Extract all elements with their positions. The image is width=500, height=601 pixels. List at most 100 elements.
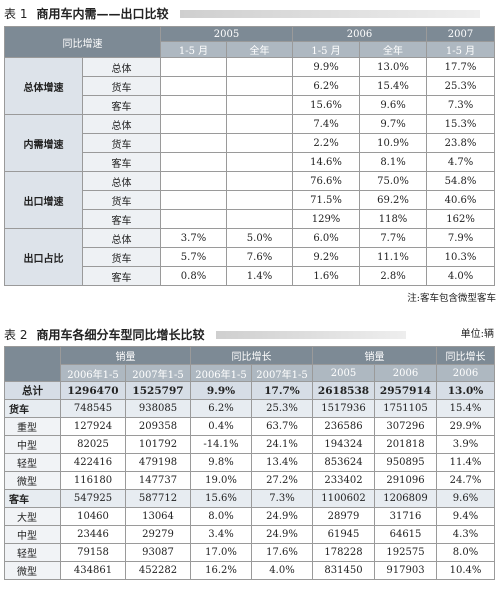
table2-cell: 9.6% xyxy=(436,489,495,508)
table2-cell: 127924 xyxy=(60,417,126,436)
table2-cell: 24.1% xyxy=(251,435,313,454)
table1-cell: 10.3% xyxy=(426,247,496,267)
table2-cell: 101792 xyxy=(125,435,191,454)
table2-label: 表 2 xyxy=(4,328,28,342)
table2-cell: 452282 xyxy=(125,561,191,580)
table2-row-label: 轻型 xyxy=(4,543,61,562)
table1-period-header: 1-5 月 xyxy=(426,41,496,58)
table2-row-label: 微型 xyxy=(4,471,61,490)
table2-row: 微型 116180 147737 19.0% 27.2% 233402 291096 24.7… xyxy=(4,471,495,490)
table1-cell: 76.6% xyxy=(292,171,361,191)
table1-row: 客车 129% 118% 162% xyxy=(5,209,496,229)
table2-sub-header: 2007年1-5 xyxy=(125,364,191,382)
table2-cell: 4.3% xyxy=(436,525,495,544)
table2-cell: 1525797 xyxy=(125,381,191,400)
table1-cell: 118% xyxy=(359,209,428,229)
table2-cell: 64615 xyxy=(374,525,437,544)
table2: 销量 同比增长 销量 同比增长 2006年1-5 2007年1-5 2006年1… xyxy=(4,346,495,580)
table1-cell: 17.7% xyxy=(426,57,496,77)
table1-year-header: 2006 xyxy=(292,26,428,42)
table2-row: 中型 23446 29279 3.4% 24.9% 61945 64615 4.3% xyxy=(4,525,495,544)
table1-sub-label: 货车 xyxy=(82,133,161,153)
table2-cell: 3.4% xyxy=(190,525,252,544)
table1-cell: 10.9% xyxy=(359,133,428,153)
table1-year-header: 2007 xyxy=(426,26,496,42)
table1-cell xyxy=(225,152,294,172)
table1: 同比增速 2005 2006 2007 1-5 月 全年 1-5 月 全年 1-… xyxy=(4,26,496,286)
table2-cell: 3.9% xyxy=(436,435,495,454)
table1-cell xyxy=(225,209,294,229)
table1-note: 注:客车包含微型客车 xyxy=(407,293,496,304)
table2-cell: 201818 xyxy=(374,435,437,454)
table1-period-header: 1-5 月 xyxy=(160,41,227,58)
table2-row: 中型 82025 101792 -14.1% 24.1% 194324 201818 3.9% xyxy=(4,435,495,454)
table2-cell: 25.3% xyxy=(251,399,313,418)
table1-year-header: 2005 xyxy=(159,26,294,42)
table1-row: 内需增速 总体 7.4% 9.7% 15.3% xyxy=(4,114,496,172)
table1-cell: 14.6% xyxy=(292,152,361,172)
table2-cell: 82025 xyxy=(60,435,126,454)
table1-cell: 15.3% xyxy=(426,114,496,134)
table2-cell: 11.4% xyxy=(436,453,495,472)
table2-sub-header: 2006年1-5 xyxy=(60,364,126,382)
table2-cell: 28979 xyxy=(312,507,375,526)
table2-title: 商用车各细分车型同比增长比较 xyxy=(36,328,205,342)
table1-cell xyxy=(160,133,227,153)
table2-cell: 9.4% xyxy=(436,507,495,526)
table2-cell: 2618538 xyxy=(312,381,375,400)
table1-cell: 7.7% xyxy=(359,228,428,248)
table2-cell: 116180 xyxy=(60,471,126,490)
table2-cell: 61945 xyxy=(312,525,375,544)
table2-cell: 1100602 xyxy=(312,489,375,508)
table1-cell: 23.8% xyxy=(426,133,496,153)
table1-cell: 0.8% xyxy=(160,266,227,286)
table1-cell xyxy=(225,190,294,210)
table1-cell: 4.0% xyxy=(426,266,496,286)
table1-cell xyxy=(225,114,294,134)
table1-group-label: 内需增速 xyxy=(4,114,83,172)
table2-cell: 23446 xyxy=(60,525,126,544)
table1-sub-label: 客车 xyxy=(82,209,161,229)
table2-sub-header: 2006 xyxy=(436,364,495,382)
table2-cell: 209358 xyxy=(125,417,191,436)
table1-cell xyxy=(160,57,227,77)
table1-cell: 6.2% xyxy=(292,76,361,96)
table2-row-label: 大型 xyxy=(4,507,61,526)
table1-cell: 1.4% xyxy=(225,266,294,286)
table2-cell: 15.6% xyxy=(190,489,252,508)
table1-cell: 71.5% xyxy=(292,190,361,210)
table2-cell: 13064 xyxy=(125,507,191,526)
table1-cell: 8.1% xyxy=(359,152,428,172)
table1-cell: 9.7% xyxy=(359,114,428,134)
table1-period-header: 1-5 月 xyxy=(292,41,361,58)
table2-cell: 10460 xyxy=(60,507,126,526)
table1-row: 货车 5.7% 7.6% 9.2% 11.1% 10.3% xyxy=(5,247,496,267)
table1-sub-label: 客车 xyxy=(82,152,161,172)
table1-title: 商用车内需——出口比较 xyxy=(36,7,169,21)
table2-cell: 7.3% xyxy=(251,489,313,508)
table1-sub-label: 总体 xyxy=(82,57,161,77)
table2-cell: 29.9% xyxy=(436,417,495,436)
table1-cell: 7.6% xyxy=(225,247,294,267)
table2-sub-header: 2005 xyxy=(312,364,375,382)
table1-cell: 4.7% xyxy=(426,152,496,172)
table1-cell: 7.3% xyxy=(426,95,496,115)
table1-title-bar xyxy=(179,9,480,18)
table2-group-header: 同比增长 xyxy=(190,346,313,365)
table1-cell: 129% xyxy=(292,209,361,229)
table1-caption: 表 1 商用车内需——出口比较 xyxy=(4,3,496,21)
table1-group-label: 出口增速 xyxy=(4,171,83,229)
table2-row-label: 微型 xyxy=(4,561,61,580)
table2-cell: 24.9% xyxy=(251,507,313,526)
table2-cell: 192575 xyxy=(374,543,437,562)
table2-cell: 479198 xyxy=(125,453,191,472)
table1-cell: 1.6% xyxy=(292,266,361,286)
table1-row: 货车 71.5% 69.2% 40.6% xyxy=(5,190,496,210)
table2-cell: 1296470 xyxy=(60,381,126,400)
table1-sub-label: 货车 xyxy=(82,190,161,210)
table2-row-label: 重型 xyxy=(4,417,61,436)
table2-cell: 938085 xyxy=(125,399,191,418)
table1-sub-label: 货车 xyxy=(82,247,161,267)
table2-caption: 表 2 商用车各细分车型同比增长比较 单位:辆 xyxy=(4,324,496,342)
table2-cell: 8.0% xyxy=(436,543,495,562)
